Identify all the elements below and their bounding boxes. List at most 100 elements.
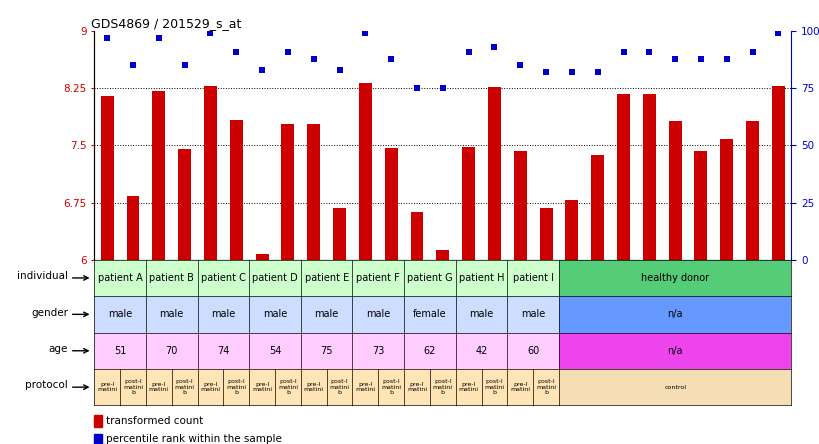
Point <box>487 44 500 51</box>
Bar <box>281 124 294 260</box>
Bar <box>617 94 629 260</box>
Text: pre-l
matini: pre-l matini <box>97 382 117 392</box>
Bar <box>462 147 474 260</box>
Bar <box>126 197 139 260</box>
Bar <box>487 87 500 260</box>
Text: patient G: patient G <box>406 273 452 283</box>
Point <box>178 62 191 69</box>
Text: pre-l
matini: pre-l matini <box>149 382 169 392</box>
Bar <box>307 124 319 260</box>
Bar <box>590 155 604 260</box>
Point <box>513 62 526 69</box>
Text: n/a: n/a <box>667 309 682 319</box>
Bar <box>642 94 655 260</box>
Text: transformed count: transformed count <box>106 416 203 426</box>
Text: pre-l
matini: pre-l matini <box>458 382 478 392</box>
Bar <box>101 96 114 260</box>
Point <box>281 48 294 55</box>
Point <box>539 69 552 76</box>
Bar <box>539 208 552 260</box>
Text: 42: 42 <box>475 346 487 356</box>
Text: 74: 74 <box>217 346 229 356</box>
Text: patient D: patient D <box>251 273 297 283</box>
Text: male: male <box>211 309 235 319</box>
Text: percentile rank within the sample: percentile rank within the sample <box>106 434 282 444</box>
Text: pre-l
matini: pre-l matini <box>251 382 272 392</box>
Text: 51: 51 <box>114 346 126 356</box>
Bar <box>178 149 191 260</box>
Bar <box>204 86 217 260</box>
Text: 75: 75 <box>320 346 333 356</box>
Text: male: male <box>263 309 287 319</box>
Point <box>229 48 242 55</box>
Text: pre-l
matini: pre-l matini <box>200 382 220 392</box>
Text: 62: 62 <box>423 346 436 356</box>
Text: patient E: patient E <box>304 273 348 283</box>
Text: male: male <box>314 309 338 319</box>
Text: post-l
matini
b: post-l matini b <box>432 379 452 395</box>
Text: post-l
matini
b: post-l matini b <box>123 379 143 395</box>
Text: pre-l
matini: pre-l matini <box>303 382 324 392</box>
Text: 60: 60 <box>527 346 539 356</box>
Text: individual: individual <box>17 271 68 281</box>
Text: control: control <box>663 385 686 390</box>
Bar <box>410 213 423 260</box>
Bar <box>152 91 165 260</box>
Text: post-l
matini
b: post-l matini b <box>174 379 194 395</box>
Text: protocol: protocol <box>25 381 68 390</box>
Text: n/a: n/a <box>667 346 682 356</box>
Text: female: female <box>413 309 446 319</box>
Text: post-l
matini
b: post-l matini b <box>226 379 246 395</box>
Text: post-l
matini
b: post-l matini b <box>329 379 349 395</box>
Point <box>152 34 165 41</box>
Bar <box>745 121 758 260</box>
Point <box>204 30 217 37</box>
Text: patient F: patient F <box>356 273 400 283</box>
Bar <box>771 86 784 260</box>
Bar <box>333 208 346 260</box>
Bar <box>694 151 707 260</box>
Bar <box>514 151 526 260</box>
Point <box>719 55 732 62</box>
Bar <box>719 139 732 260</box>
Point <box>694 55 707 62</box>
Point <box>461 48 474 55</box>
Point <box>564 69 577 76</box>
Bar <box>436 250 449 260</box>
Bar <box>94 416 102 427</box>
Point <box>333 67 346 74</box>
Text: gender: gender <box>31 308 68 317</box>
Point <box>256 67 269 74</box>
Text: pre-l
matini: pre-l matini <box>406 382 427 392</box>
Point <box>590 69 604 76</box>
Text: male: male <box>468 309 493 319</box>
Point <box>410 85 423 92</box>
Point <box>667 55 681 62</box>
Point <box>307 55 320 62</box>
Bar <box>667 121 681 260</box>
Text: 54: 54 <box>269 346 281 356</box>
Point <box>359 30 372 37</box>
Point <box>642 48 655 55</box>
Bar <box>565 200 577 260</box>
Text: patient B: patient B <box>149 273 194 283</box>
Text: male: male <box>520 309 545 319</box>
Text: patient A: patient A <box>97 273 143 283</box>
Point <box>384 55 397 62</box>
Text: male: male <box>160 309 183 319</box>
Text: healthy donor: healthy donor <box>640 273 708 283</box>
Text: patient I: patient I <box>512 273 553 283</box>
Text: pre-l
matini: pre-l matini <box>509 382 530 392</box>
Text: post-l
matini
b: post-l matini b <box>278 379 297 395</box>
Point <box>771 30 784 37</box>
Bar <box>94 434 102 444</box>
Bar <box>359 83 371 260</box>
Text: pre-l
matini: pre-l matini <box>355 382 375 392</box>
Text: patient C: patient C <box>201 273 246 283</box>
Point <box>745 48 758 55</box>
Text: post-l
matini
b: post-l matini b <box>536 379 555 395</box>
Text: 73: 73 <box>372 346 384 356</box>
Point <box>126 62 139 69</box>
Text: 70: 70 <box>165 346 178 356</box>
Text: age: age <box>48 344 68 354</box>
